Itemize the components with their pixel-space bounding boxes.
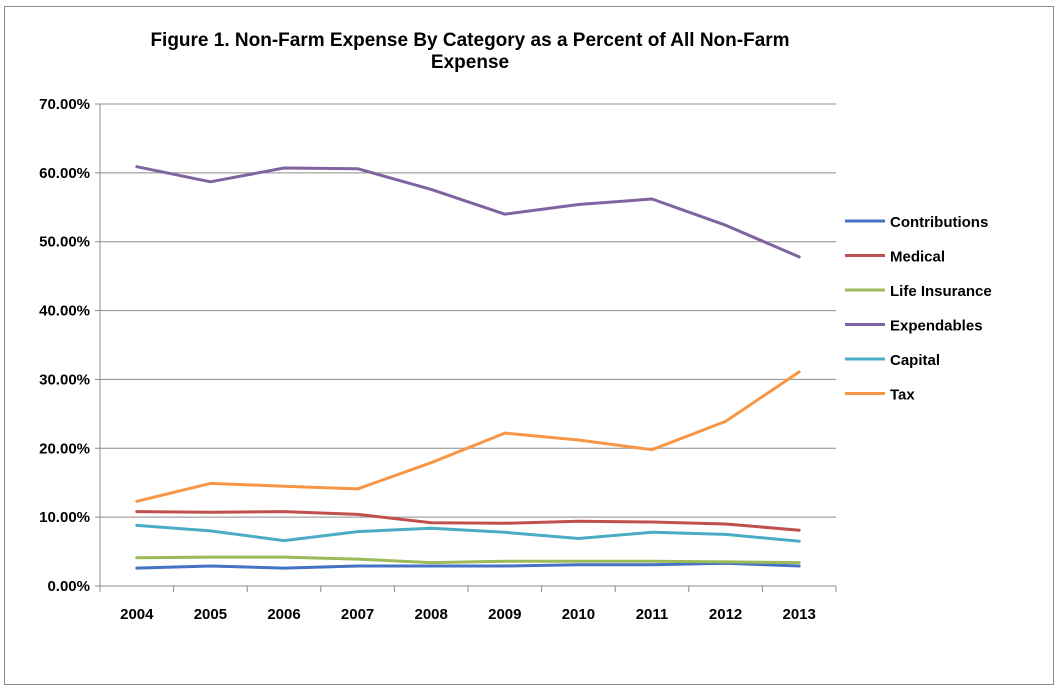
gridlines [100,103,836,518]
series-line-life-insurance [135,555,801,565]
chart-title-line-1: Figure 1. Non-Farm Expense By Category a… [150,30,790,51]
axes [95,103,837,592]
legend-label-capital: Capital [890,352,940,369]
legend-label-medical: Medical [890,249,945,266]
x-tick-label: 2010 [562,606,595,623]
x-tick-label: 2012 [709,606,742,623]
y-tick-label: 30.00% [39,371,90,388]
series-line-tax [135,370,801,503]
y-axis-tick-labels: 0.00% 10.00% 20.00% 30.00% 40.00% 50.00% 60.00… [39,96,90,595]
y-tick-label: 10.00% [39,509,90,526]
series-line-medical [135,510,801,532]
x-tick-label: 2006 [267,606,300,623]
y-tick-label: 50.00% [39,234,90,251]
x-axis-tick-labels: 2004 2005 2006 2007 2008 2009 2010 2011 2012 2013 [120,606,816,623]
chart-frame [4,6,1054,685]
chart-title-line-2: Expense [430,52,510,73]
series-line-contributions [135,561,801,570]
y-tick-label: 40.00% [39,303,90,320]
y-tick-label: 60.00% [39,165,90,182]
legend-label-tax: Tax [890,387,915,404]
x-tick-label: 2005 [194,606,227,623]
series-line-capital [135,523,801,543]
y-tick-label: 70.00% [39,96,90,113]
x-tick-label: 2008 [415,606,448,623]
x-tick-label: 2013 [783,606,816,623]
legend-label-contributions: Contributions [890,214,988,231]
x-tick-label: 2011 [636,606,669,623]
legend-label-life-insurance: Life Insurance [890,283,992,300]
x-tick-label: 2009 [488,606,521,623]
y-tick-label: 20.00% [39,440,90,457]
x-tick-label: 2007 [341,606,374,623]
legend-label-expendables: Expendables [890,318,983,335]
series-lines [135,165,801,570]
legend: Contributions Medical Life Insurance Expend… [845,214,992,404]
chart-title: Figure 1. Non-Farm Expense By Category a… [100,30,840,74]
series-line-expendables [135,165,801,259]
y-tick-label: 0.00% [47,578,90,595]
x-tick-label: 2004 [120,606,154,623]
